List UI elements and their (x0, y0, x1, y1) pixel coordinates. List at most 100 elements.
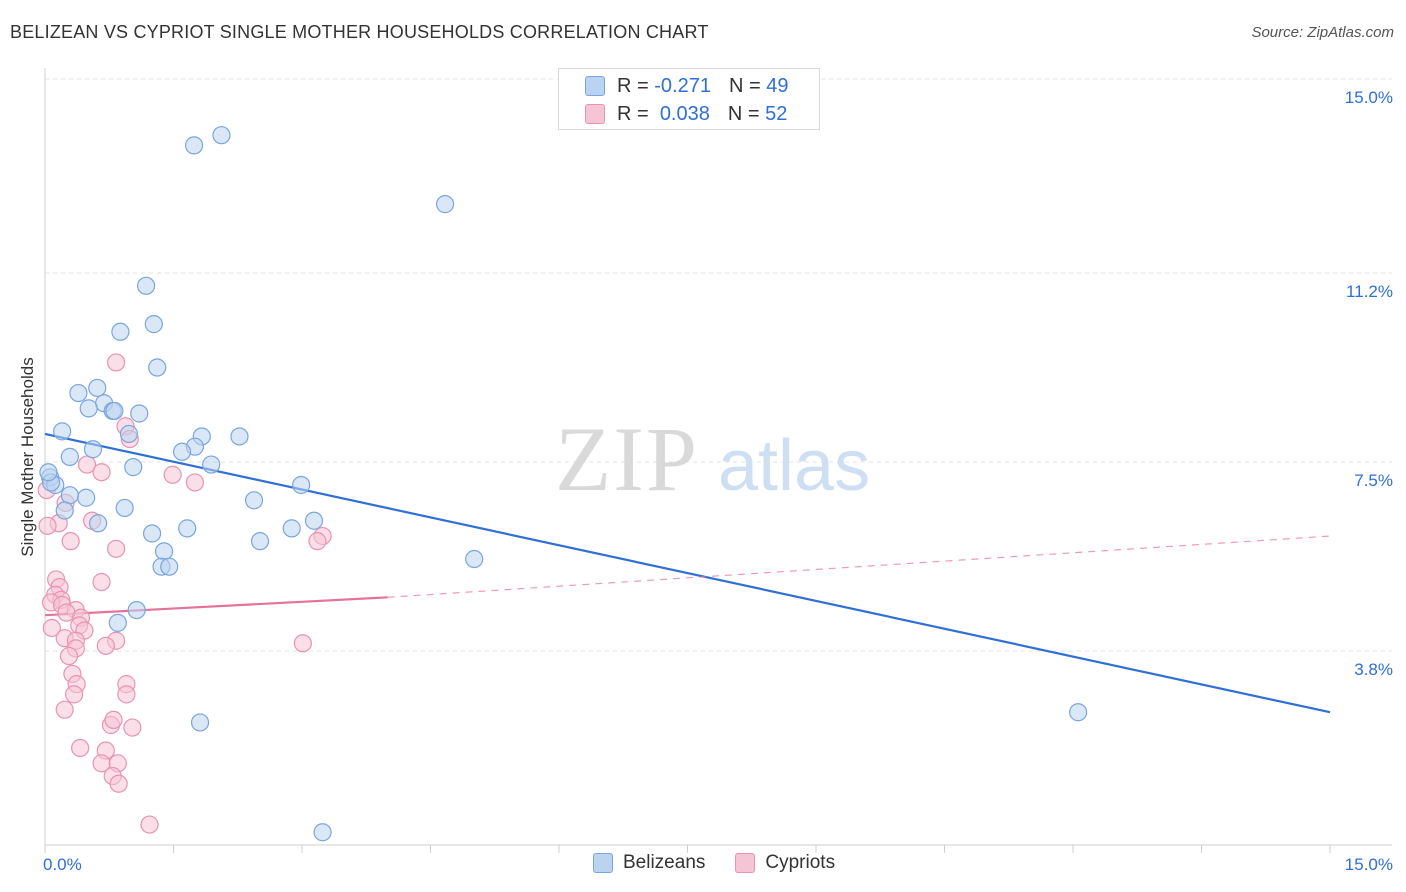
belizeans-point (83, 440, 103, 459)
belizeans-point (55, 501, 74, 520)
legend-r-label: R = (617, 102, 649, 125)
legend-swatch-pink (735, 853, 756, 873)
y-axis-label: Single Mother Households (18, 357, 37, 557)
cypriots-point (96, 636, 115, 655)
y-tick-label: 15.0% (1345, 88, 1393, 107)
y-tick-label: 7.5% (1354, 471, 1393, 490)
legend-label-cypriots: Cypriots (765, 852, 836, 873)
tick-labels: 3.8% 7.5% 11.2% 15.0% 0.0% 15.0% (43, 88, 1393, 874)
belizeans-point (69, 383, 88, 403)
belizeans-point (115, 498, 134, 518)
cypriots-point (140, 815, 159, 834)
belizeans-point (148, 358, 167, 377)
chart-title: BELIZEAN VS CYPRIOT SINGLE MOTHER HOUSEH… (10, 22, 709, 42)
cypriots-point (293, 634, 312, 653)
belizeans-point (435, 195, 455, 214)
cypriots-point (92, 463, 111, 482)
source-label: Source: ZipAtlas.com (1251, 24, 1394, 41)
x-tick-label: 15.0% (1345, 855, 1393, 874)
belizeans-point (1069, 703, 1088, 722)
legend-swatch-blue (585, 76, 605, 96)
belizeans-point (124, 458, 143, 477)
belizeans-point (127, 600, 146, 620)
cypriots-point (38, 516, 57, 535)
belizeans-point (292, 475, 311, 495)
belizeans-point (119, 424, 139, 444)
belizeans-point (105, 401, 124, 421)
belizeans-point (178, 519, 197, 538)
belizeans-point (160, 557, 179, 576)
belizeans-point (60, 486, 79, 505)
legend-r-value: 0.038 (659, 102, 710, 125)
belizeans-point (39, 463, 58, 482)
belizeans-point (89, 514, 108, 533)
legend-r-value: -0.271 (654, 74, 711, 97)
belizeans-point (465, 549, 484, 569)
watermark: ZIP atlas (555, 408, 870, 510)
belizeans-point (172, 442, 192, 461)
cypriots-point (104, 710, 123, 729)
cypriots-point (71, 738, 90, 758)
trend-line-cypriots-extension (387, 535, 1331, 598)
trend-line-belizeans (44, 432, 1331, 714)
cypriots-point (59, 646, 79, 666)
belizeans-point (313, 823, 332, 842)
cypriots-point (123, 718, 142, 737)
belizeans-point (184, 136, 204, 155)
legend-row-cypriots: R = 0.038 N = 52 (585, 102, 787, 126)
trend-line-cypriots (44, 596, 388, 617)
legend-n-label: N = (727, 102, 760, 125)
cypriots-point (61, 532, 80, 551)
x-tick-label: 0.0% (43, 855, 82, 874)
legend-bottom: Belizeans Cypriots (593, 852, 865, 874)
legend-row-belizeans: R = -0.271 N = 49 (585, 74, 788, 98)
belizeans-point (230, 427, 249, 446)
watermark-zip: ZIP (555, 408, 699, 510)
belizeans-point (244, 491, 264, 510)
belizeans-points (39, 126, 1088, 842)
legend-swatch-blue (593, 853, 613, 873)
legend-n-value: 52 (765, 102, 788, 125)
legend-item-belizeans[interactable]: Belizeans (593, 852, 705, 874)
trend-lines (44, 432, 1331, 714)
legend-n-value: 49 (766, 74, 789, 97)
cypriots-point (107, 539, 126, 558)
legend-label-belizeans: Belizeans (623, 852, 706, 873)
belizeans-point (142, 524, 162, 543)
belizeans-point (108, 613, 127, 632)
belizeans-point (154, 542, 174, 561)
cypriots-point (308, 532, 327, 551)
legend-item-cypriots[interactable]: Cypriots (735, 852, 835, 874)
belizeans-point (77, 488, 96, 507)
cypriots-point (163, 465, 182, 484)
cypriots-point (92, 572, 111, 592)
belizeans-point (144, 315, 163, 334)
legend-r-label: R = (617, 74, 649, 97)
axes (44, 68, 1392, 853)
cypriots-point (42, 618, 61, 638)
cypriots-point (117, 685, 136, 704)
belizeans-point (136, 276, 156, 295)
belizeans-point (250, 532, 270, 551)
belizeans-point (130, 404, 149, 423)
cypriots-point (55, 700, 74, 719)
belizeans-point (190, 713, 210, 732)
cypriots-point (109, 774, 128, 793)
belizeans-point (60, 447, 79, 466)
cypriots-point (65, 685, 84, 704)
belizeans-point (79, 399, 98, 418)
legend-top: R = -0.271 N = 49 R = 0.038 N = 52 (558, 68, 820, 130)
belizeans-point (282, 519, 301, 538)
cypriots-points (37, 353, 332, 834)
cypriots-point (107, 353, 126, 372)
watermark-atlas: atlas (718, 426, 870, 506)
belizeans-point (111, 322, 130, 341)
y-tick-label: 11.2% (1346, 282, 1393, 301)
belizeans-point (53, 422, 72, 441)
y-tick-label: 3.8% (1354, 660, 1393, 679)
grid-lines (45, 78, 1392, 652)
belizeans-point (88, 378, 107, 398)
belizeans-point (202, 455, 221, 474)
belizeans-point (304, 511, 324, 530)
